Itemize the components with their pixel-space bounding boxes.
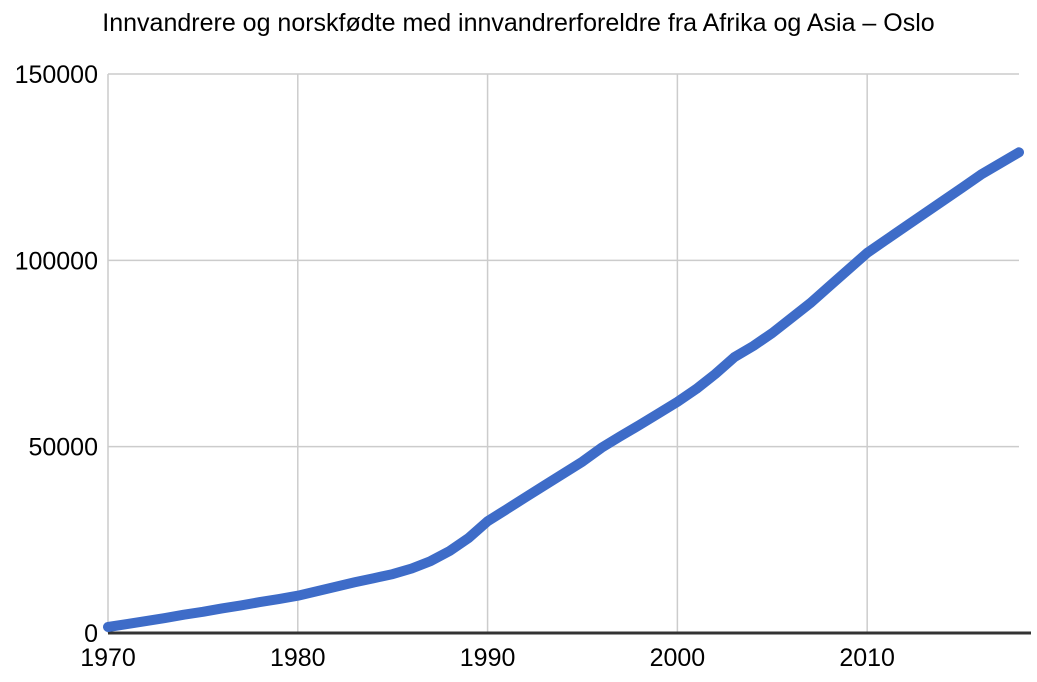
x-axis-tick-label: 1980 <box>270 644 326 672</box>
y-axis-tick-label: 0 <box>84 620 98 648</box>
x-axis-tick-label: 1970 <box>80 644 136 672</box>
chart-title: Innvandrere og norskfødte med innvandrer… <box>102 9 935 37</box>
y-axis-tick-label: 100000 <box>15 247 98 275</box>
y-axis-tick-label: 150000 <box>15 61 98 89</box>
x-axis-tick-label: 1990 <box>460 644 516 672</box>
x-axis-tick-label: 2000 <box>650 644 706 672</box>
data-series-line <box>103 147 1024 632</box>
x-axis-tick-label: 2010 <box>839 644 895 672</box>
y-axis-tick-label: 50000 <box>28 434 98 462</box>
